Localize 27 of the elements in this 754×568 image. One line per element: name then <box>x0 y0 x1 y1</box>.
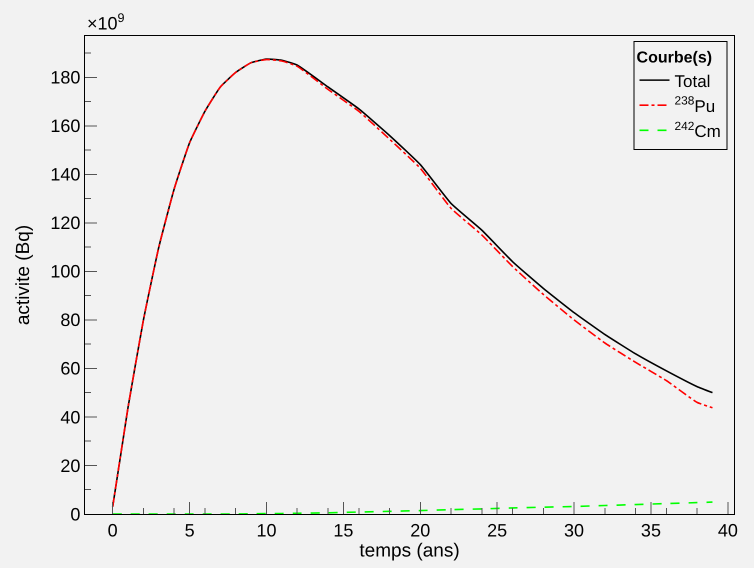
y-tick-label: 40 <box>60 407 80 428</box>
x-tick-label: 40 <box>718 520 738 541</box>
y-tick-label: 80 <box>60 310 80 330</box>
line-series <box>112 501 714 514</box>
x-tick-label: 35 <box>640 520 661 541</box>
x-tick-label: 5 <box>184 520 195 541</box>
y-tick-label: 60 <box>60 358 80 379</box>
x-tick-label: 25 <box>487 520 508 541</box>
y-tick-label: 20 <box>60 456 80 476</box>
y-tick-label: 120 <box>50 213 80 234</box>
legend-label: $^{242}$Cm <box>674 118 721 141</box>
x-tick-label: 15 <box>333 520 354 541</box>
y-tick-label: 0 <box>70 504 80 524</box>
x-tick-label: 0 <box>108 520 118 541</box>
text: ×10$^{9}$ <box>87 11 125 34</box>
legend-label: $^{238}$Pu <box>674 94 716 116</box>
x-tick-label: 30 <box>564 520 584 541</box>
legend-label: Total <box>674 72 710 91</box>
y-tick-label: 140 <box>50 164 80 185</box>
y-tick-label: 180 <box>50 68 80 88</box>
x-axis-title: temps (ans) <box>359 540 460 562</box>
legend-title: Courbe(s) <box>636 50 712 67</box>
y-tick-label: 100 <box>50 262 80 282</box>
y-tick-label: 160 <box>50 116 80 136</box>
y-axis-title: activite (Bq) <box>13 224 34 326</box>
x-tick-label: 20 <box>410 520 430 541</box>
x-tick-label: 10 <box>256 520 276 541</box>
